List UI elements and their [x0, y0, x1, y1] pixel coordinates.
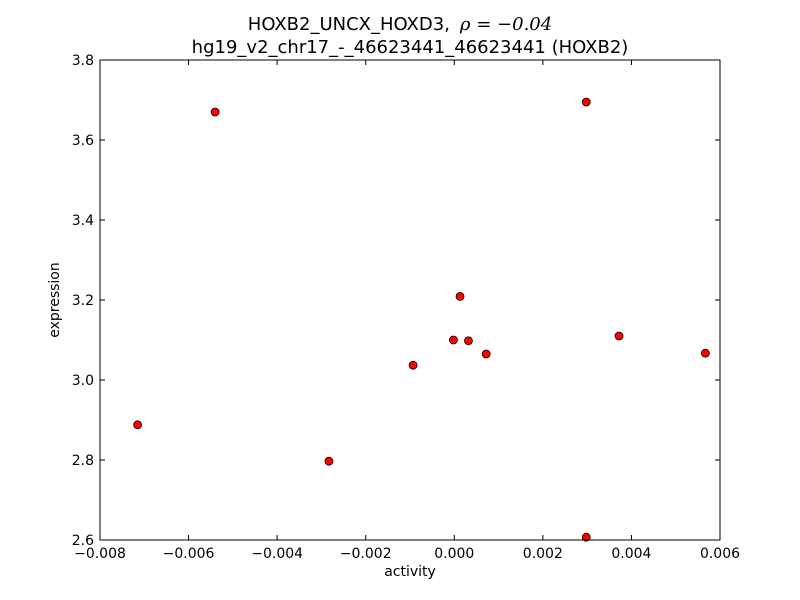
chart-title: HOXB2_UNCX_HOXD3, ρ = −0.04 hg19_v2_chr1… [192, 14, 629, 58]
axis-ticks: −0.008 −0.006 −0.004 −0.002 0.000 0.002 0.004 0… [72, 53, 740, 562]
scatter-point [581, 532, 591, 542]
y-tick-label: 2.6 [72, 533, 94, 549]
scatter-point [614, 331, 624, 341]
scatter-point [324, 456, 334, 466]
x-axis-label: activity [384, 564, 436, 580]
chart-title-rho: ρ = −0.04 [459, 14, 552, 35]
x-tick-label: −0.002 [340, 546, 392, 562]
x-tick-label: −0.006 [163, 546, 215, 562]
scatter-point [408, 360, 418, 370]
y-tick-label: 3.4 [72, 213, 94, 229]
chart-title-line2: hg19_v2_chr17_-_46623441_46623441 (HOXB2… [192, 37, 629, 58]
y-axis-label: expression [47, 262, 63, 338]
y-tick-label: 3.8 [72, 53, 94, 69]
y-tick-label: 3.0 [72, 373, 94, 389]
x-tick-label: 0.006 [700, 546, 740, 562]
scatter-point [481, 349, 491, 359]
scatter-point [133, 420, 143, 430]
chart-title-main: HOXB2_UNCX_HOXD3, [248, 14, 450, 35]
x-tick-label: 0.002 [523, 546, 563, 562]
x-tick-label: −0.004 [251, 546, 303, 562]
data-points [133, 97, 710, 542]
x-tick-label: 0.004 [611, 546, 651, 562]
y-tick-label: 3.2 [72, 293, 94, 309]
scatter-point [464, 336, 473, 346]
scatter-point [210, 107, 220, 117]
scatter-point [448, 335, 458, 345]
x-tick-label: −0.008 [74, 546, 126, 562]
scatter-point [581, 97, 591, 107]
scatter-point [700, 348, 710, 358]
scatter-point [455, 291, 465, 301]
chart-title-line1: HOXB2_UNCX_HOXD3, ρ = −0.04 [248, 14, 552, 35]
y-tick-label: 2.8 [72, 453, 94, 469]
axes-frame [99, 59, 721, 541]
x-tick-label: 0.000 [434, 546, 474, 562]
y-tick-label: 3.6 [72, 133, 94, 149]
